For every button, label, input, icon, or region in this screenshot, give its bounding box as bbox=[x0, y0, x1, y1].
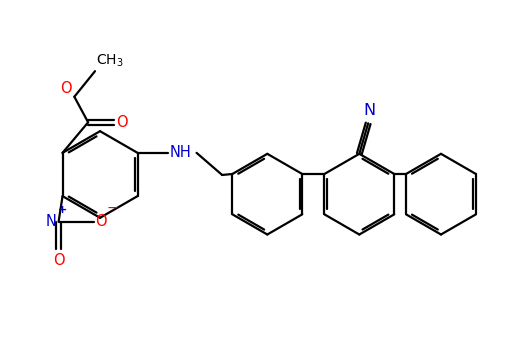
Text: O: O bbox=[96, 214, 107, 229]
Text: O: O bbox=[60, 81, 72, 96]
Text: NH: NH bbox=[170, 145, 192, 160]
Text: +: + bbox=[57, 205, 67, 215]
Text: −: − bbox=[106, 201, 118, 215]
Text: N: N bbox=[46, 214, 57, 229]
Text: O: O bbox=[53, 253, 65, 268]
Text: N: N bbox=[363, 103, 375, 118]
Text: O: O bbox=[116, 115, 127, 130]
Text: CH$_3$: CH$_3$ bbox=[96, 52, 123, 69]
